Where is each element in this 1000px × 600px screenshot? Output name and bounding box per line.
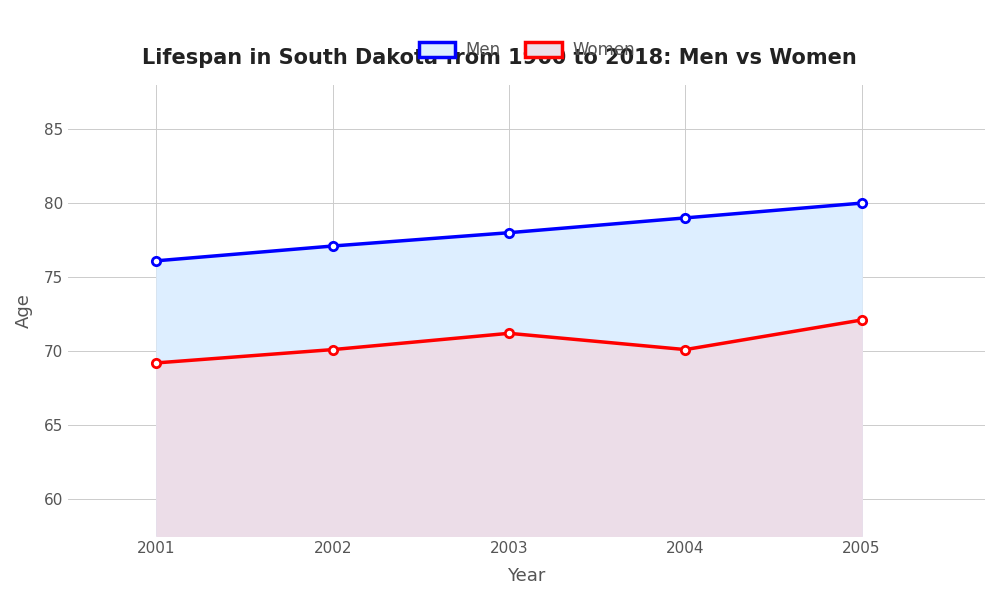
Y-axis label: Age: Age: [15, 293, 33, 328]
X-axis label: Year: Year: [507, 567, 546, 585]
Text: Lifespan in South Dakota from 1960 to 2018: Men vs Women: Lifespan in South Dakota from 1960 to 20…: [142, 48, 856, 68]
Legend: Men, Women: Men, Women: [412, 34, 641, 66]
